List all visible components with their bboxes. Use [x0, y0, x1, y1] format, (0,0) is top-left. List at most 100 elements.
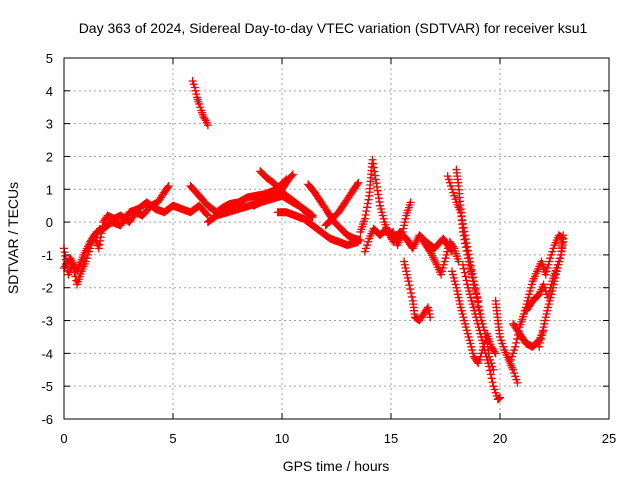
data-point — [514, 327, 523, 336]
x-tick-label: 25 — [602, 431, 616, 446]
data-point — [505, 357, 514, 366]
x-tick-label: 0 — [60, 431, 67, 446]
data-point — [508, 363, 517, 372]
data-point — [431, 258, 440, 267]
data-point — [488, 378, 497, 387]
data-point — [461, 239, 470, 248]
data-point — [407, 288, 416, 297]
y-tick-label: -6 — [41, 412, 53, 427]
data-point — [513, 330, 522, 339]
data-point — [490, 347, 499, 356]
data-point — [537, 330, 546, 339]
y-tick-label: 2 — [46, 149, 53, 164]
y-tick-label: -2 — [41, 281, 53, 296]
data-point — [512, 338, 521, 347]
chart-title: Day 363 of 2024, Sidereal Day-to-day VTE… — [79, 20, 588, 36]
y-tick-label: 4 — [46, 84, 53, 99]
grid-lines — [64, 58, 609, 419]
data-point — [426, 247, 435, 256]
data-point — [430, 257, 439, 266]
data-point — [360, 214, 369, 223]
data-point — [354, 178, 363, 187]
data-point — [288, 170, 297, 179]
data-point — [496, 393, 504, 402]
plot-frame — [63, 57, 610, 420]
y-axis-label: SDTVAR / TECUs — [5, 182, 21, 294]
data-point — [511, 342, 520, 351]
data-point — [462, 276, 471, 285]
axis-ticks: 0 5 10 15 20 25 -6 -5 -4 -3 -2 -1 0 1 2 3 4 5 — [41, 51, 616, 446]
data-point — [353, 180, 362, 189]
data-point — [460, 268, 469, 277]
data-point — [405, 281, 414, 290]
data-point — [307, 212, 316, 221]
data-point — [281, 176, 290, 185]
data-point — [369, 159, 378, 168]
data-point — [536, 334, 545, 343]
x-tick-label: 5 — [169, 431, 176, 446]
x-axis-label: GPS time / hours — [283, 458, 390, 474]
data-point — [486, 370, 495, 379]
data-point — [428, 251, 437, 260]
data-point — [487, 374, 496, 383]
data-point — [429, 253, 438, 262]
data-point — [427, 249, 436, 258]
y-tick-label: -3 — [41, 314, 53, 329]
data-point — [460, 235, 469, 244]
data-points — [60, 76, 568, 404]
data-point — [454, 257, 463, 266]
y-tick-label: -4 — [41, 346, 53, 361]
data-point — [163, 183, 172, 192]
data-point — [164, 181, 173, 190]
data-point — [406, 198, 415, 207]
data-point — [356, 236, 365, 245]
y-tick-label: 1 — [46, 182, 53, 197]
data-point — [533, 292, 542, 301]
data-point — [363, 203, 372, 212]
data-point — [361, 210, 370, 219]
y-tick-label: 5 — [46, 51, 53, 66]
data-point — [459, 231, 468, 240]
data-point — [513, 334, 522, 343]
data-point — [202, 210, 211, 219]
data-point — [362, 207, 371, 216]
data-point — [462, 247, 471, 256]
data-point — [404, 277, 413, 286]
data-point — [412, 236, 421, 245]
data-point — [406, 285, 415, 294]
y-tick-label: -5 — [41, 379, 53, 394]
data-point — [461, 272, 470, 281]
data-point — [458, 260, 467, 269]
data-point — [371, 171, 380, 180]
data-point — [203, 121, 212, 130]
data-point — [458, 227, 467, 236]
data-point — [489, 365, 498, 374]
data-point — [369, 163, 378, 172]
data-point — [536, 338, 545, 347]
data-point — [409, 242, 418, 251]
y-tick-label: -1 — [41, 248, 53, 263]
data-point — [491, 349, 500, 358]
data-point — [535, 342, 544, 351]
data-point — [461, 243, 470, 252]
x-tick-label: 20 — [493, 431, 507, 446]
y-tick-label: 0 — [46, 215, 53, 230]
data-point — [559, 231, 568, 240]
data-point — [472, 294, 481, 303]
data-point — [411, 238, 420, 247]
data-point — [364, 195, 373, 204]
y-tick-label: 3 — [46, 117, 53, 132]
data-point — [449, 242, 458, 251]
data-point — [370, 167, 379, 176]
data-point — [282, 175, 291, 184]
data-point — [426, 313, 435, 322]
data-point — [513, 378, 522, 387]
data-point — [408, 244, 417, 253]
data-point — [287, 171, 296, 180]
data-point — [429, 255, 438, 264]
x-tick-label: 10 — [275, 431, 289, 446]
data-point — [200, 114, 209, 123]
data-point — [459, 264, 468, 273]
data-point — [306, 211, 315, 220]
